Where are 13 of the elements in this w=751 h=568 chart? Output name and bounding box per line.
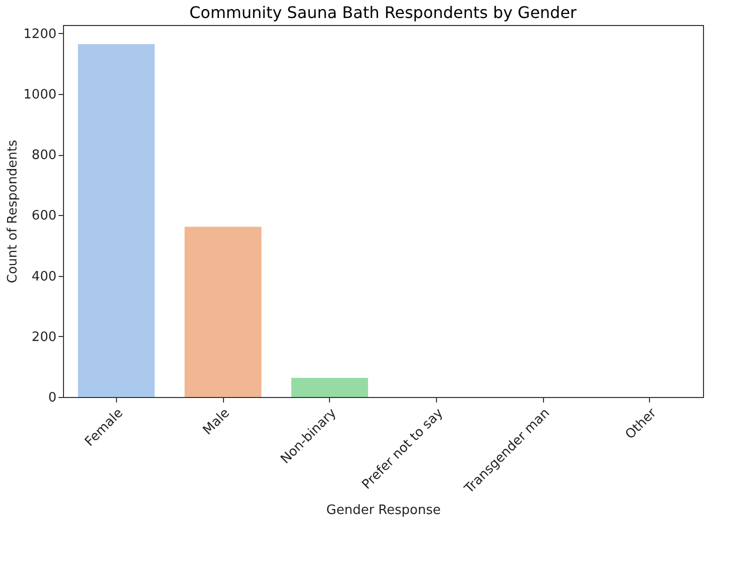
y-tick-label: 1000: [23, 88, 56, 103]
bar: [184, 226, 262, 397]
y-axis-title: Count of Respondents: [5, 140, 20, 284]
y-tick-label: 800: [32, 148, 56, 164]
bar: [291, 378, 368, 397]
chart-title: Community Sauna Bath Respondents by Gender: [189, 3, 578, 22]
x-axis-title: Gender Response: [326, 502, 441, 518]
y-tick-label: 0: [48, 390, 56, 406]
y-tick-label: 600: [32, 208, 56, 224]
y-tick-label: 200: [32, 330, 56, 345]
y-tick-label: 400: [32, 269, 56, 284]
y-tick-label: 1200: [23, 26, 56, 42]
bar: [78, 44, 155, 397]
